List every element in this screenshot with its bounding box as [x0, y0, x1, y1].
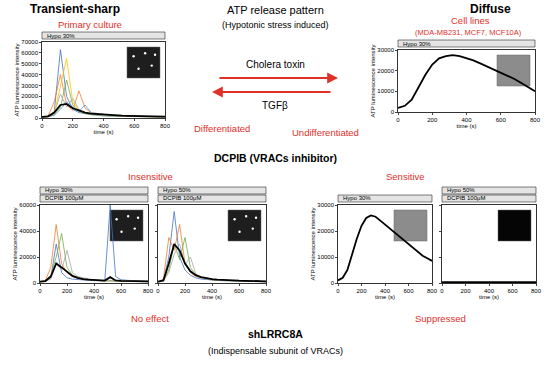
svg-text:DCPIB 100μM: DCPIB 100μM	[45, 195, 83, 201]
svg-text:600: 600	[403, 288, 414, 294]
svg-text:30000: 30000	[21, 83, 38, 89]
svg-text:ATP luminescence intensity: ATP luminescence intensity	[370, 44, 376, 117]
svg-text:Primary culture: Primary culture	[58, 19, 122, 30]
svg-text:400: 400	[461, 117, 472, 123]
svg-text:Hypo 30%: Hypo 30%	[47, 33, 75, 39]
svg-text:(Hypotonic stress induced): (Hypotonic stress induced)	[222, 20, 329, 30]
svg-text:400: 400	[380, 288, 391, 294]
svg-text:Hypo 50%: Hypo 50%	[447, 187, 475, 193]
svg-text:Hypo 30%: Hypo 30%	[45, 187, 73, 193]
svg-text:ATP luminescence intensity: ATP luminescence intensity	[14, 43, 20, 116]
svg-text:30000: 30000	[317, 202, 334, 208]
svg-text:0: 0	[33, 280, 37, 286]
svg-text:0: 0	[156, 288, 160, 294]
svg-text:800: 800	[160, 123, 171, 129]
svg-text:60000: 60000	[19, 202, 36, 208]
svg-text:200: 200	[62, 288, 73, 294]
svg-text:600: 600	[116, 288, 127, 294]
svg-text:time (s): time (s)	[84, 294, 104, 300]
svg-text:20000: 20000	[21, 93, 38, 99]
svg-text:shLRRC8A: shLRRC8A	[248, 328, 303, 340]
svg-text:20000: 20000	[19, 254, 36, 260]
svg-text:60000: 60000	[21, 50, 38, 56]
svg-text:400: 400	[484, 288, 495, 294]
svg-text:0: 0	[336, 288, 340, 294]
svg-text:Transient-sharp: Transient-sharp	[30, 2, 120, 16]
svg-text:200: 200	[356, 288, 367, 294]
svg-text:Hypo 30%: Hypo 30%	[343, 195, 371, 201]
svg-text:DCPIB 100μM: DCPIB 100μM	[163, 195, 201, 201]
svg-text:70000: 70000	[21, 39, 38, 45]
svg-text:time (s): time (s)	[202, 294, 222, 300]
svg-text:time (s): time (s)	[457, 123, 477, 129]
svg-text:DCPIB 100μM: DCPIB 100μM	[447, 195, 485, 201]
svg-text:(Indispensable subunit of VRAC: (Indispensable subunit of VRACs)	[208, 346, 343, 356]
svg-text:ATP luminescence intensity: ATP luminescence intensity	[310, 207, 316, 280]
svg-text:Insensitive: Insensitive	[128, 171, 173, 182]
svg-text:time (s): time (s)	[375, 294, 395, 300]
svg-text:800: 800	[530, 117, 541, 123]
svg-text:0: 0	[331, 280, 335, 286]
svg-text:0: 0	[396, 117, 400, 123]
svg-text:20000: 20000	[317, 228, 334, 234]
svg-text:800: 800	[261, 288, 272, 294]
svg-text:600: 600	[496, 117, 507, 123]
svg-text:400: 400	[98, 123, 109, 129]
svg-text:Cell lines: Cell lines	[451, 15, 490, 26]
svg-text:10000: 10000	[21, 104, 38, 110]
svg-text:Sensitive: Sensitive	[386, 171, 425, 182]
svg-text:400: 400	[207, 288, 218, 294]
svg-text:0: 0	[38, 288, 42, 294]
svg-text:10000: 10000	[377, 88, 394, 94]
svg-text:600: 600	[507, 288, 518, 294]
svg-text:0: 0	[440, 288, 444, 294]
svg-text:600: 600	[129, 123, 140, 129]
svg-text:Cholera toxin: Cholera toxin	[246, 59, 305, 70]
svg-text:800: 800	[143, 288, 154, 294]
svg-text:Diffuse: Diffuse	[470, 2, 511, 16]
svg-text:0: 0	[391, 109, 395, 115]
svg-text:800: 800	[427, 288, 438, 294]
svg-text:Differentiated: Differentiated	[194, 123, 250, 134]
svg-text:time (s): time (s)	[94, 129, 114, 135]
svg-text:600: 600	[234, 288, 245, 294]
svg-text:30000: 30000	[377, 47, 394, 53]
svg-text:(MDA-MB231, MCF7, MCF10A): (MDA-MB231, MCF7, MCF10A)	[415, 28, 522, 37]
svg-text:200: 200	[460, 288, 471, 294]
svg-text:Undifferentiated: Undifferentiated	[292, 127, 359, 138]
svg-text:time (s): time (s)	[479, 294, 499, 300]
svg-text:40000: 40000	[19, 228, 36, 234]
svg-text:20000: 20000	[377, 68, 394, 74]
svg-text:200: 200	[68, 123, 79, 129]
svg-text:800: 800	[531, 288, 542, 294]
svg-text:ATP luminescence intensity: ATP luminescence intensity	[12, 207, 18, 280]
svg-text:Hypo 30%: Hypo 30%	[403, 41, 431, 47]
svg-text:No effect: No effect	[131, 313, 169, 324]
svg-text:40000: 40000	[21, 72, 38, 78]
svg-text:TGFβ: TGFβ	[262, 100, 288, 111]
svg-text:DCPIB (VRACs inhibitor): DCPIB (VRACs inhibitor)	[214, 152, 337, 164]
svg-text:200: 200	[180, 288, 191, 294]
svg-text:400: 400	[89, 288, 100, 294]
svg-text:0: 0	[40, 123, 44, 129]
svg-text:10000: 10000	[317, 254, 334, 260]
svg-text:Suppressed: Suppressed	[415, 313, 466, 324]
svg-text:Hypo 50%: Hypo 50%	[163, 187, 191, 193]
svg-text:0: 0	[35, 115, 39, 121]
svg-text:200: 200	[427, 117, 438, 123]
svg-text:ATP release pattern: ATP release pattern	[227, 4, 324, 16]
svg-text:50000: 50000	[21, 61, 38, 67]
